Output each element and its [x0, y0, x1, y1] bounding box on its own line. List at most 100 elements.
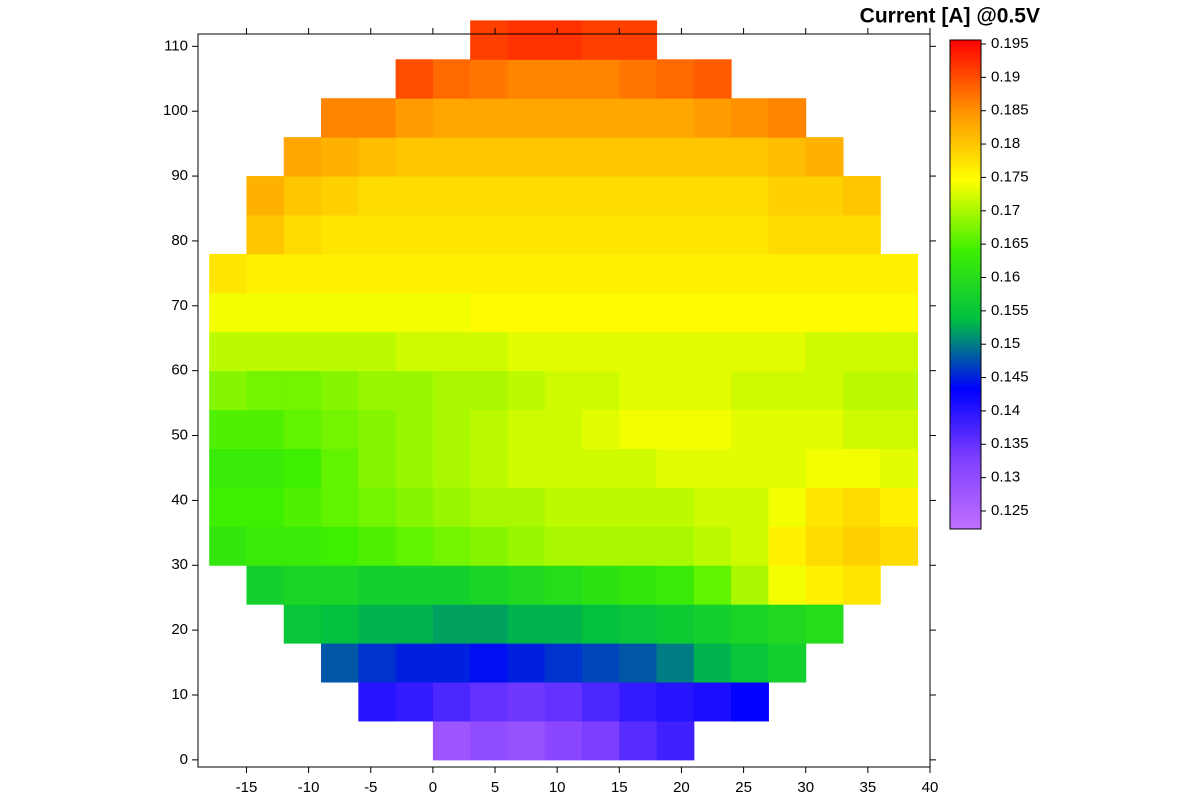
cell [283, 565, 322, 605]
cell [656, 253, 695, 294]
cell [693, 176, 732, 216]
cell [843, 292, 881, 333]
cell [656, 448, 695, 488]
cell [582, 292, 620, 333]
cell [805, 214, 844, 255]
cell [470, 643, 508, 683]
cell [843, 526, 881, 566]
cell [432, 176, 471, 216]
colorbar-tick-label: 0.165 [991, 235, 1029, 252]
cell [656, 643, 695, 683]
cell [470, 604, 508, 644]
x-tick-label: -15 [236, 779, 258, 796]
cell [843, 487, 881, 527]
cell [432, 487, 471, 527]
cell [395, 214, 434, 255]
cell [693, 214, 732, 255]
cell [395, 59, 434, 99]
x-tick-label: -5 [364, 779, 377, 796]
cell [470, 448, 508, 488]
cell [321, 487, 359, 527]
cell [358, 370, 397, 411]
colorbar-tick-label: 0.18 [991, 135, 1020, 152]
cell [731, 487, 769, 527]
cell [731, 370, 769, 411]
cell [656, 565, 695, 605]
cell [693, 292, 732, 333]
cell [582, 565, 620, 605]
cell [283, 331, 322, 372]
cell [544, 253, 583, 294]
cell [283, 370, 322, 411]
cell [656, 59, 695, 99]
cell [507, 643, 546, 683]
cell [432, 526, 471, 566]
cell [843, 176, 881, 216]
cell [507, 526, 546, 566]
cell [544, 370, 583, 411]
cell [582, 604, 620, 644]
cell [582, 253, 620, 294]
cell [246, 487, 285, 527]
x-tick-label: 10 [549, 779, 566, 796]
cell [693, 487, 732, 527]
cell [321, 604, 359, 644]
cell [432, 643, 471, 683]
cell [619, 20, 658, 60]
cell [731, 604, 769, 644]
cell [283, 487, 322, 527]
cell [619, 331, 658, 372]
colorbar-tick-label: 0.19 [991, 68, 1020, 85]
cell [768, 370, 807, 411]
cell [507, 137, 546, 177]
cell [470, 137, 508, 177]
cell [507, 253, 546, 294]
cell [805, 253, 844, 294]
cell [805, 331, 844, 372]
cell [656, 292, 695, 333]
cell [507, 214, 546, 255]
cell [880, 526, 919, 566]
cell [619, 137, 658, 177]
colorbar-tick-label: 0.15 [991, 335, 1020, 352]
cell [395, 409, 434, 450]
cell [768, 292, 807, 333]
cell [395, 292, 434, 333]
cell [619, 565, 658, 605]
cell [768, 409, 807, 450]
cell [843, 370, 881, 411]
cell [693, 253, 732, 294]
cell [507, 331, 546, 372]
cell [619, 604, 658, 644]
y-tick-label: 60 [171, 362, 188, 379]
cell [731, 137, 769, 177]
cell [693, 370, 732, 411]
cell [507, 604, 546, 644]
x-tick-label: -10 [298, 779, 320, 796]
cell [693, 98, 732, 138]
cell [395, 604, 434, 644]
cell [358, 214, 397, 255]
cell [246, 214, 285, 255]
cell [432, 98, 471, 138]
cell [656, 720, 695, 761]
x-tick-label: 25 [735, 779, 752, 796]
y-tick-label: 30 [171, 556, 188, 573]
cell [544, 214, 583, 255]
cell [470, 409, 508, 450]
plot-frame [197, 33, 931, 768]
y-tick-label: 90 [171, 167, 188, 184]
cell [544, 409, 583, 450]
cell [656, 331, 695, 372]
cell [470, 682, 508, 722]
cell [768, 176, 807, 216]
cell [582, 137, 620, 177]
y-tick-label: 20 [171, 621, 188, 638]
cell [731, 331, 769, 372]
cell [470, 292, 508, 333]
cell [209, 292, 247, 333]
cell [805, 176, 844, 216]
cell [805, 448, 844, 488]
x-tick-label: 35 [860, 779, 877, 796]
y-tick-label: 100 [163, 102, 188, 119]
